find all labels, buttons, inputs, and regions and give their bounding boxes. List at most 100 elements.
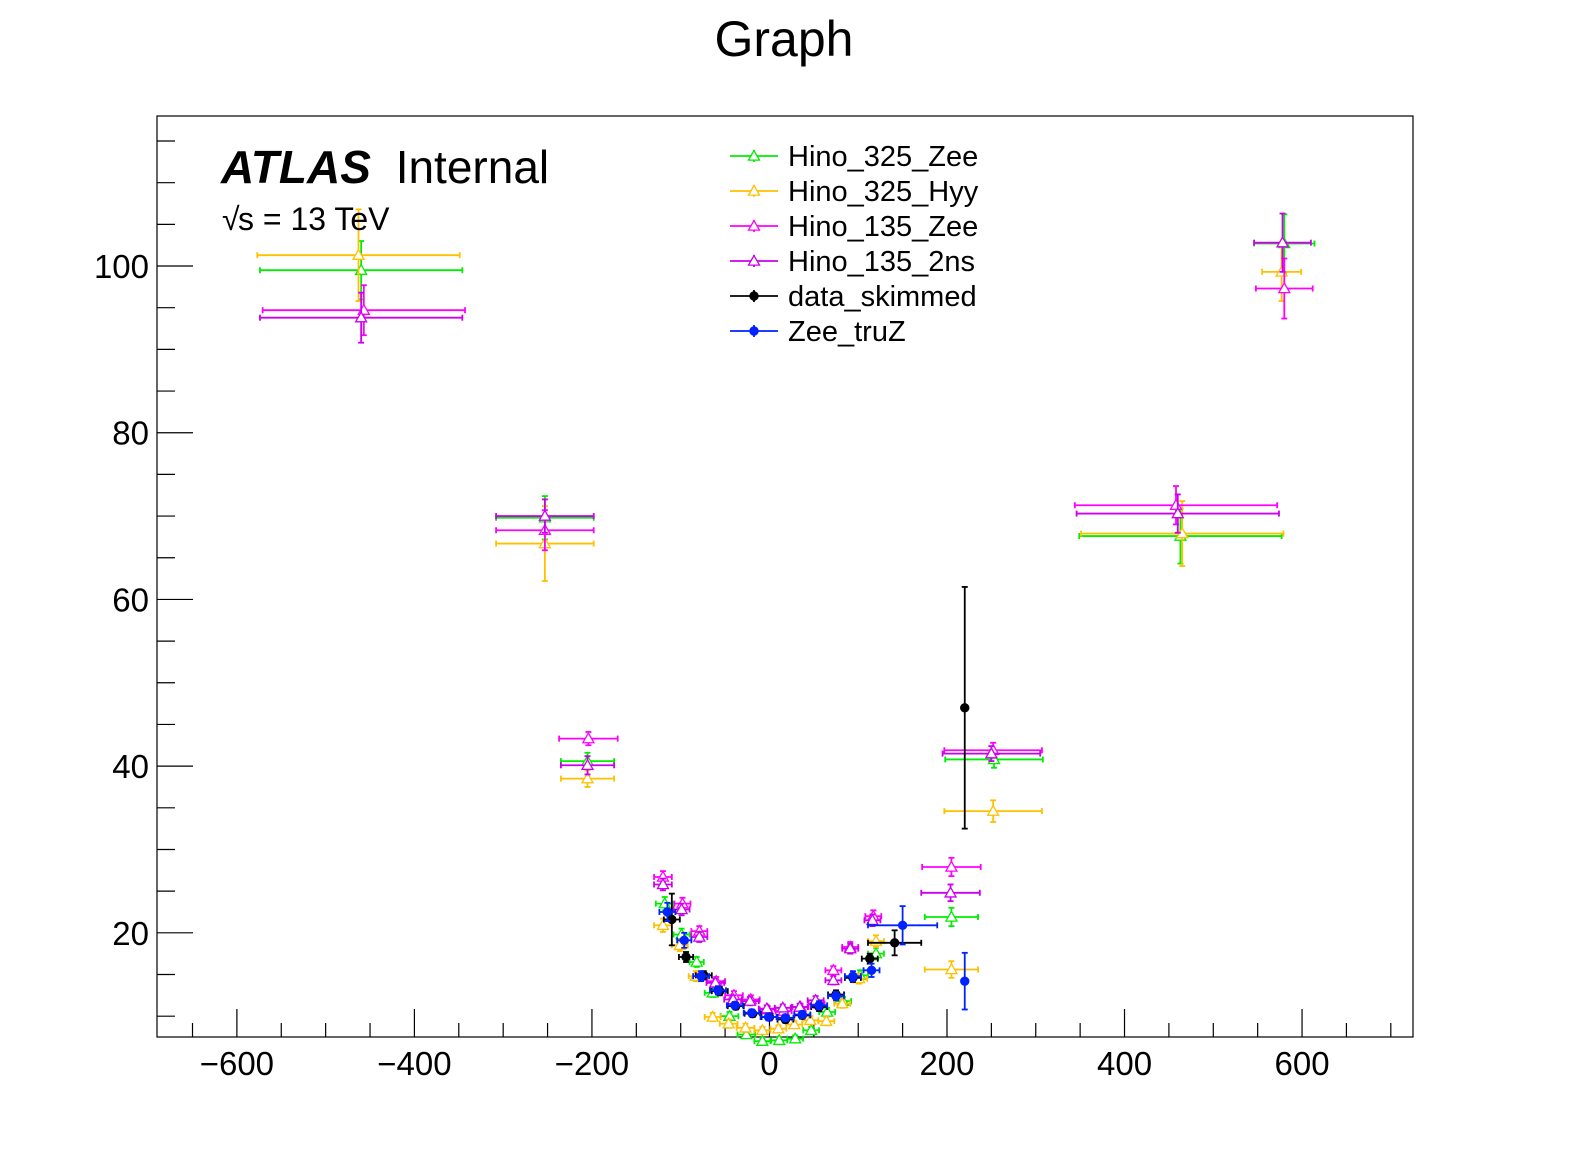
data-point	[742, 1008, 761, 1018]
data-point	[495, 498, 595, 534]
data-point	[658, 901, 677, 923]
point-marker	[679, 935, 689, 946]
data-point	[688, 955, 705, 968]
point-marker	[692, 930, 706, 942]
x-tick-label: 600	[1275, 1045, 1330, 1082]
legend-label: Hino_325_Hyy	[788, 176, 979, 208]
data-point	[678, 951, 695, 963]
point-marker	[656, 918, 670, 931]
data-point	[773, 1001, 792, 1013]
series-Hino_325_Hyy	[256, 208, 1303, 1036]
legend-entry: Hino_325_Hyy	[730, 176, 979, 208]
point-marker	[772, 1033, 786, 1046]
point-marker	[787, 1017, 801, 1030]
data-point	[960, 586, 970, 830]
data-point	[690, 930, 709, 943]
point-marker	[984, 746, 998, 759]
point-marker	[538, 509, 552, 521]
point-marker	[1275, 235, 1290, 248]
data-point	[559, 769, 616, 788]
point-marker	[897, 920, 908, 931]
point-marker	[944, 962, 959, 975]
data-point	[841, 941, 860, 955]
x-tick-label: 200	[919, 1045, 974, 1082]
point-marker	[889, 938, 900, 948]
point-marker	[730, 1000, 740, 1011]
point-marker	[797, 1009, 808, 1020]
y-tick-label: 20	[112, 915, 149, 952]
data-point	[786, 1031, 805, 1044]
data-point	[1254, 257, 1314, 320]
data-point	[844, 970, 862, 983]
data-point	[676, 931, 693, 949]
legend-label: Hino_325_Zee	[788, 141, 978, 173]
data-point	[1080, 500, 1285, 567]
point-marker	[960, 703, 970, 713]
point-marker	[848, 971, 858, 981]
point-marker	[1169, 498, 1183, 511]
point-marker	[662, 907, 673, 917]
point-marker	[944, 910, 959, 922]
data-point	[960, 951, 970, 1011]
legend-marker	[749, 291, 759, 301]
x-tick-label: 400	[1097, 1045, 1152, 1082]
data-point	[259, 291, 464, 344]
series-Zee_truZ	[658, 901, 970, 1023]
data-point	[769, 1021, 788, 1034]
point-marker	[674, 902, 689, 915]
point-marker	[1277, 281, 1291, 294]
plot-area	[256, 208, 1316, 1046]
data-point	[559, 755, 616, 776]
data-point	[923, 960, 979, 979]
data-point	[802, 1023, 821, 1036]
data-point	[558, 731, 619, 747]
x-tick-label: 0	[760, 1045, 778, 1082]
point-marker	[803, 1013, 817, 1026]
atlas-experiment-label: ATLAS	[220, 141, 371, 193]
legend-marker	[747, 254, 761, 266]
point-marker	[656, 877, 670, 890]
data-point	[1253, 212, 1312, 273]
data-point	[790, 1000, 809, 1012]
data-point	[923, 906, 979, 928]
data-point	[757, 1001, 776, 1014]
point-marker	[944, 860, 959, 872]
data-point	[824, 973, 843, 986]
point-marker	[843, 941, 857, 954]
point-marker	[865, 953, 875, 964]
x-tick-label: −400	[377, 1045, 451, 1082]
data-point	[1075, 493, 1280, 534]
data-point	[692, 970, 711, 983]
legend-marker	[747, 219, 761, 231]
data-point	[862, 962, 881, 978]
energy-label: s = 13 TeV	[238, 201, 390, 237]
point-marker	[776, 1001, 790, 1013]
data-point	[867, 934, 885, 948]
point-marker	[354, 310, 368, 323]
data-point	[810, 1000, 829, 1011]
data-point	[817, 1014, 836, 1027]
data-point	[256, 208, 461, 302]
point-marker	[763, 1012, 774, 1022]
axes: −600 −400 −200 0 200 400 600 20 40 60 80 100	[94, 140, 1392, 1082]
point-marker	[580, 758, 595, 771]
point-marker	[943, 885, 958, 898]
data-point	[753, 1023, 772, 1036]
legend-entry: Zee_truZ	[730, 316, 906, 348]
y-tick-label: 60	[112, 581, 149, 618]
point-marker	[580, 771, 595, 784]
data-point	[1073, 485, 1279, 526]
point-marker	[706, 1010, 720, 1022]
data-point	[833, 996, 852, 1009]
point-marker	[755, 1023, 769, 1036]
x-tick-label: −200	[555, 1045, 629, 1082]
point-marker	[681, 952, 691, 962]
data-point	[941, 745, 1042, 763]
data-point	[793, 1009, 812, 1020]
point-marker	[826, 973, 840, 986]
chart-title: Graph	[715, 11, 854, 67]
point-marker	[780, 1013, 791, 1023]
data-point	[827, 991, 845, 1002]
point-marker	[581, 731, 596, 744]
